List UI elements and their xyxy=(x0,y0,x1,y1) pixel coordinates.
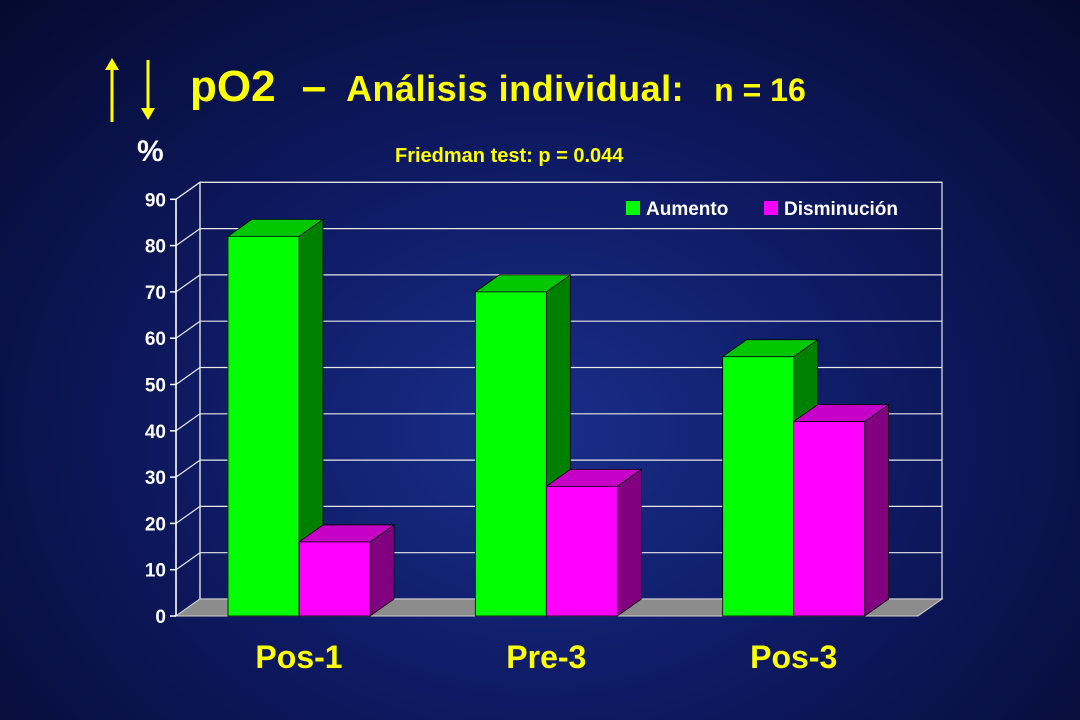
gridline-side xyxy=(175,459,201,478)
title-main: pO2 xyxy=(190,62,276,111)
arrow-up-icon xyxy=(105,58,119,122)
bar-disminucin-pos-1 xyxy=(298,541,371,617)
bar-side xyxy=(864,403,890,617)
bar-aumento-pos-3 xyxy=(722,356,795,617)
bar-aumento-pos-1 xyxy=(227,235,300,617)
y-tick-label: 0 xyxy=(155,607,166,628)
y-tick-label: 90 xyxy=(145,190,166,211)
gridline-side xyxy=(175,228,201,247)
y-tick-label: 10 xyxy=(145,561,166,582)
y-tick-label: 60 xyxy=(145,329,166,350)
chart-subtitle: Friedman test: p = 0.044 xyxy=(395,145,624,167)
bar-side xyxy=(616,468,642,617)
bar-disminucin-pos-3 xyxy=(793,421,866,617)
title-subtitle: Análisis individual: xyxy=(346,68,685,109)
y-tick-label: 40 xyxy=(145,422,166,443)
legend-swatch xyxy=(764,201,778,215)
y-tick-label: 80 xyxy=(145,237,166,258)
chart-side-wall xyxy=(175,181,201,618)
arrow-down-icon xyxy=(141,60,155,120)
gridline-side xyxy=(175,367,201,385)
gridline-side xyxy=(175,505,201,524)
bar-disminucin-pre-3 xyxy=(545,485,618,617)
gridline-side xyxy=(175,413,201,432)
gridline-side xyxy=(175,552,201,571)
y-tick-label: 30 xyxy=(145,468,166,489)
gridline-side xyxy=(175,274,201,293)
gridline-side xyxy=(175,320,201,339)
y-tick-label: 20 xyxy=(145,514,166,535)
page-title: pO2– Análisis individual: n = 16 xyxy=(190,62,806,112)
title-sample-size: n = 16 xyxy=(714,72,806,108)
legend-label: Disminución xyxy=(784,199,898,220)
y-axis-label: % xyxy=(137,135,164,168)
x-tick-label: Pre-3 xyxy=(506,639,586,675)
bar-aumento-pre-3 xyxy=(474,291,547,617)
legend-swatch xyxy=(626,201,640,215)
legend-label: Aumento xyxy=(646,199,728,220)
y-tick-label: 70 xyxy=(145,283,166,304)
gridline-side xyxy=(175,181,201,200)
y-tick-label: 50 xyxy=(145,376,166,397)
x-tick-label: Pos-1 xyxy=(255,639,342,675)
x-tick-label: Pos-3 xyxy=(750,639,837,675)
title-dash: – xyxy=(301,62,327,111)
up-down-arrows-icon xyxy=(105,58,155,122)
